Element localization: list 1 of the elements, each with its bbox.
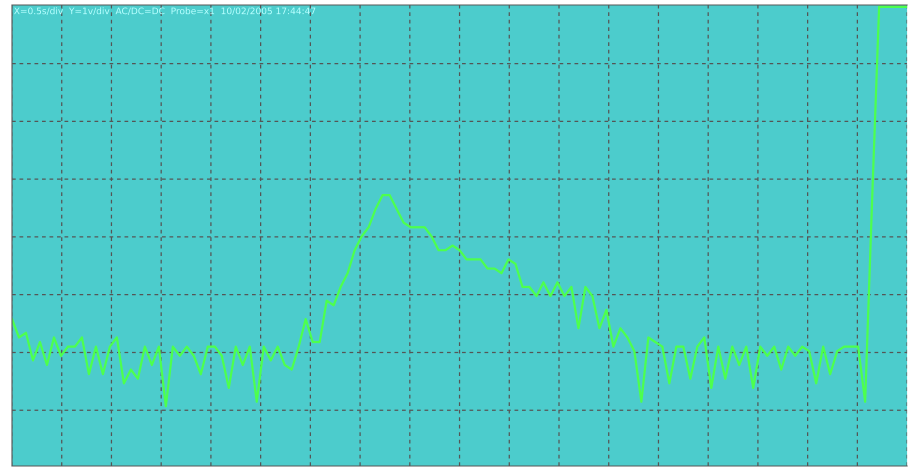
chart-title: X=0.5s/div Y=1v/div AC/DC=DC Probe=x1 10/02/2005 17:44:47 <box>14 7 316 16</box>
